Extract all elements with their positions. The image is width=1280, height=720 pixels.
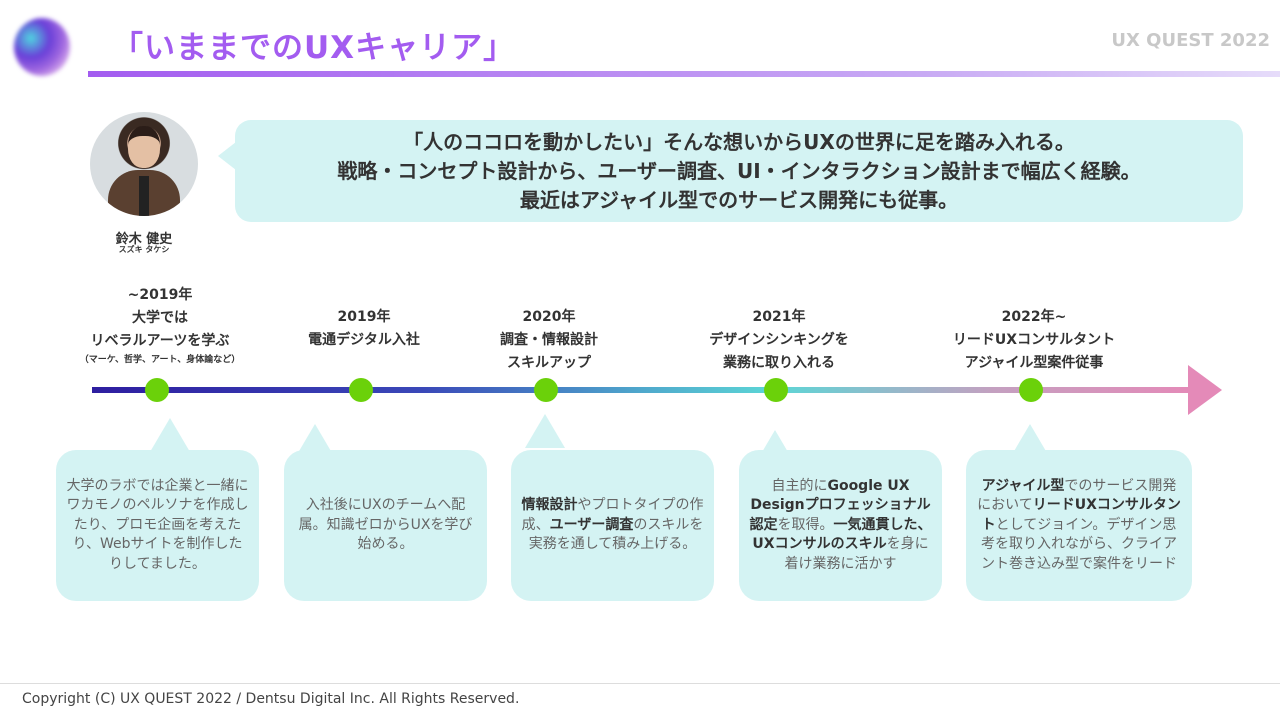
milestone-label-line: リードUXコンサルタント <box>952 332 1116 348</box>
profile-photo <box>90 112 198 216</box>
card-text: を身に着け業務に活かす <box>784 536 929 572</box>
card-text: としてジョイン。デザイン思考を取り入れながら、クライアント巻き込み型で案件をリー… <box>981 516 1177 572</box>
milestone-label-line: 調査・情報設計 <box>500 332 598 348</box>
milestone-label-line: リベラルアーツを学ぶ <box>90 333 230 349</box>
profile-name: 鈴木 健史 <box>115 232 173 247</box>
logo-orb <box>14 18 70 76</box>
milestone-dot <box>534 378 558 402</box>
milestone-label-line: 2020年 <box>522 309 576 325</box>
card-text: 大学のラボでは企業と一緒にワカモノのペルソナを作成したり、プロモ企画を考えたり、… <box>66 477 249 572</box>
milestone-card: 入社後にUXのチームへ配属。知識ゼロからUXを学び始める。 <box>284 450 487 601</box>
milestone-note: （マーケ、哲学、アート、身体論など） <box>79 355 241 365</box>
milestone-label: 2022年~ リードUXコンサルタント アジャイル型案件従事 <box>904 306 1164 375</box>
quote-line: 戦略・コンセプト設計から、ユーザー調査、UI・インタラクション設計まで幅広く経験… <box>337 159 1141 183</box>
card-text-bold: リードUXコンサルタント <box>981 497 1181 533</box>
card-text-bold: Google UX Designプロフェッショナル認定 <box>749 477 931 533</box>
milestone-label-line: 電通デジタル入社 <box>308 332 420 348</box>
profile-quote-bubble: 「人のココロを動かしたい」そんな想いからUXの世界に足を踏み入れる。 戦略・コン… <box>218 120 1243 222</box>
milestone-dot <box>1019 378 1043 402</box>
milestone-label: 2021年デザインシンキングを 業務に取り入れる <box>649 306 909 375</box>
milestone-card: 自主的にGoogle UX Designプロフェッショナル認定を取得。一気通貫し… <box>739 450 942 601</box>
timeline-line <box>92 387 1192 393</box>
milestone-dot <box>764 378 788 402</box>
card-text-bold: ユーザー調査 <box>549 516 634 533</box>
card-text: のスキルを実務を通して積み上げる。 <box>528 516 704 553</box>
milestone-label-line: 2019年 <box>337 309 391 325</box>
timeline-arrowhead <box>1188 365 1222 415</box>
card-text: でのサービス開発において <box>977 477 1177 514</box>
milestone-label-line: 2021年 <box>752 309 806 325</box>
card-text-bold: 一気通貫した、UXコンサルのスキル <box>752 516 932 553</box>
milestone-label-line: 2022年~ <box>1001 309 1067 325</box>
card-text: やプロトタイプの作成、 <box>521 497 704 533</box>
milestone-label-line: 業務に取り入れる <box>723 355 835 371</box>
milestone-label-line: スキルアップ <box>507 355 591 371</box>
milestone-label: ~2019年 大学ではリベラルアーツを学ぶ （マーケ、哲学、アート、身体論など） <box>30 284 290 367</box>
quote-line: 最近はアジャイル型でのサービス開発にも従事。 <box>519 188 959 212</box>
card-text: 自主的に <box>771 477 828 494</box>
card-tail <box>525 414 565 448</box>
milestone-card: アジャイル型でのサービス開発においてリードUXコンサルタントとしてジョイン。デザ… <box>966 450 1192 601</box>
milestone-dot <box>349 378 373 402</box>
milestone-label: 2020年調査・情報設計 スキルアップ <box>419 306 679 375</box>
card-text-bold: 情報設計 <box>521 497 578 514</box>
milestone-card: 大学のラボでは企業と一緒にワカモノのペルソナを作成したり、プロモ企画を考えたり、… <box>56 450 259 601</box>
milestone-label-line: 大学では <box>132 310 188 326</box>
milestone-label-line: デザインシンキングを <box>709 332 849 348</box>
milestone-card: 情報設計やプロトタイプの作成、ユーザー調査のスキルを実務を通して積み上げる。 <box>511 450 714 601</box>
brand-label: UX QUEST 2022 <box>1111 30 1270 51</box>
milestone-dot <box>145 378 169 402</box>
milestone-label: 2019年電通デジタル入社 <box>234 306 494 352</box>
card-text-bold: アジャイル型 <box>981 477 1065 494</box>
card-text: を取得。 <box>777 516 834 533</box>
title-underline <box>88 71 1280 77</box>
card-text: 入社後にUXのチームへ配属。知識ゼロからUXを学び始める。 <box>298 497 473 553</box>
quote-line: 「人のココロを動かしたい」そんな想いからUXの世界に足を踏み入れる。 <box>403 130 1075 154</box>
milestone-label-line: ~2019年 <box>127 287 193 303</box>
footer-divider <box>0 683 1280 684</box>
copyright: Copyright (C) UX QUEST 2022 / Dentsu Dig… <box>22 691 520 707</box>
page-title: 「いままでのUXキャリア」 <box>112 30 516 66</box>
milestone-label-line: アジャイル型案件従事 <box>964 355 1104 371</box>
profile-kana: スズキ タケシ <box>118 245 170 254</box>
card-tail <box>150 418 190 452</box>
